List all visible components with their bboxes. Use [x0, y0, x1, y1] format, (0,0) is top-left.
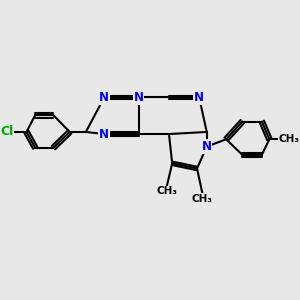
Text: N: N — [99, 128, 109, 140]
Text: N: N — [99, 91, 109, 104]
Text: CH₃: CH₃ — [278, 134, 299, 144]
Text: CH₃: CH₃ — [192, 194, 213, 204]
Text: Cl: Cl — [0, 125, 14, 139]
Text: CH₃: CH₃ — [156, 187, 177, 196]
Text: N: N — [202, 140, 212, 153]
Text: N: N — [194, 91, 204, 104]
Text: N: N — [134, 91, 144, 104]
